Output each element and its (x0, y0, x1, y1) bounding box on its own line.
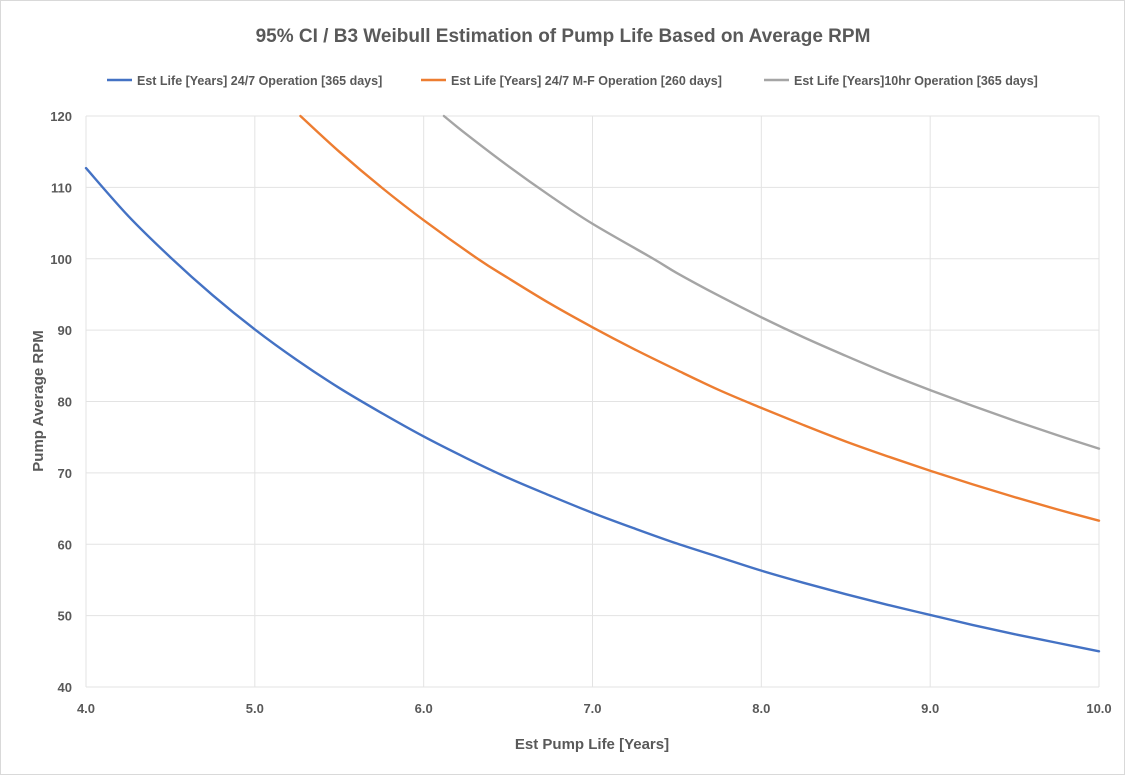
x-axis-title: Est Pump Life [Years] (515, 736, 669, 753)
x-tick-label: 5.0 (246, 701, 264, 716)
x-tick-label: 6.0 (415, 701, 433, 716)
y-tick-label: 60 (58, 537, 72, 552)
series-line-1[interactable] (84, 166, 1101, 653)
series-group (84, 114, 1101, 653)
legend-label-series-2: Est Life [Years] 24/7 M-F Operation [260… (451, 74, 722, 88)
x-axis-ticks: 4.0 5.0 6.0 7.0 8.0 9.0 10.0 (77, 701, 1112, 716)
series-line-3[interactable] (442, 114, 1101, 450)
legend-item-series-3[interactable]: Est Life [Years]10hr Operation [365 days… (764, 74, 1038, 88)
legend-item-series-1[interactable]: Est Life [Years] 24/7 Operation [365 day… (107, 74, 382, 88)
y-tick-label: 120 (50, 109, 72, 124)
y-tick-label: 50 (58, 609, 72, 624)
chart-title: 95% CI / B3 Weibull Estimation of Pump L… (256, 26, 871, 47)
x-tick-label: 10.0 (1086, 701, 1111, 716)
y-tick-label: 80 (58, 395, 72, 410)
gridlines (85, 115, 1100, 688)
x-tick-label: 4.0 (77, 701, 95, 716)
legend-label-series-3: Est Life [Years]10hr Operation [365 days… (794, 74, 1038, 88)
y-axis-title: Pump Average RPM (30, 330, 47, 471)
x-tick-label: 9.0 (921, 701, 939, 716)
y-tick-label: 100 (50, 252, 72, 267)
y-tick-label: 90 (58, 323, 72, 338)
y-axis-ticks: 40 50 60 70 80 90 100 110 120 (50, 109, 72, 695)
y-tick-label: 110 (51, 180, 72, 195)
x-tick-label: 8.0 (752, 701, 770, 716)
legend-item-series-2[interactable]: Est Life [Years] 24/7 M-F Operation [260… (421, 74, 722, 88)
y-tick-label: 40 (58, 680, 72, 695)
legend-label-series-1: Est Life [Years] 24/7 Operation [365 day… (137, 74, 382, 88)
legend: Est Life [Years] 24/7 Operation [365 day… (107, 74, 1038, 88)
x-tick-label: 7.0 (583, 701, 601, 716)
series-line-2[interactable] (299, 114, 1101, 522)
y-tick-label: 70 (58, 466, 72, 481)
